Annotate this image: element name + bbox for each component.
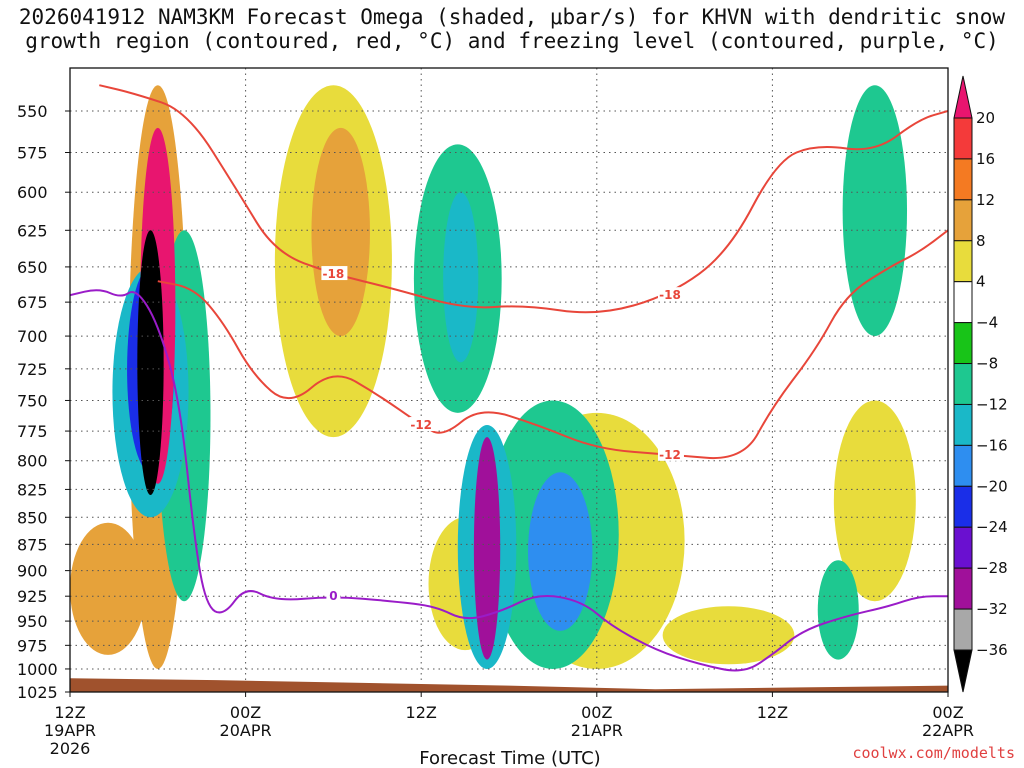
colorbar-label-11: −28 [976, 559, 1008, 577]
y-tick-label-625: 625 [17, 221, 48, 240]
y-tick-label-1000: 1000 [17, 660, 58, 679]
colorbar-band-7 [953, 363, 973, 405]
x-tick-label-60-1: 22APR [922, 721, 974, 740]
y-tick-label-675: 675 [17, 293, 48, 312]
credit-link[interactable]: coolwx.com/modelts [852, 744, 1015, 762]
colorbar-label-2: 12 [976, 191, 995, 209]
colorbar-label-0: 20 [976, 109, 995, 127]
omega-shading [70, 85, 916, 669]
isotherm-label--12-0: -12 [410, 418, 432, 432]
colorbar-band-10 [953, 485, 973, 528]
y-tick-label-850: 850 [17, 508, 48, 527]
freezing-label-bg [326, 588, 341, 603]
x-tick-label-0-1: 19APR [44, 721, 96, 740]
freezing-level-line [70, 289, 948, 672]
isotherm-label-bg [657, 287, 684, 302]
colorbar-bottom-triangle [953, 649, 973, 693]
ground-fill [70, 678, 948, 692]
colorbar-band-6 [953, 322, 973, 365]
colorbar-band-3 [953, 199, 973, 242]
y-tick-label-600: 600 [17, 183, 48, 202]
isotherm-contours: -18 -18 -12 -12 [99, 84, 948, 462]
y-tick-label-725: 725 [17, 360, 48, 379]
colorbar-label-8: −16 [976, 436, 1008, 454]
isotherm-label--12-1: -12 [659, 448, 681, 462]
colorbar-band-11 [953, 526, 973, 569]
y-tick-label-750: 750 [17, 391, 48, 410]
omega-region-lower-sink [70, 522, 147, 655]
freezing-level-label: 0 [329, 589, 337, 603]
isotherm-label-bg [657, 446, 684, 461]
omega-region-sink-right [833, 400, 916, 602]
y-tick-label-875: 875 [17, 535, 48, 554]
y-tick-label-650: 650 [17, 258, 48, 277]
isotherm--12 [157, 229, 948, 460]
colorbar: 20 16 12 8 4 −4 −8 −12 −16 −20 −24 −28 −32 −36 [953, 75, 1008, 693]
colorbar-label-6: −8 [976, 355, 998, 373]
y-tick-label-975: 975 [17, 636, 48, 655]
y-tick-label-700: 700 [17, 327, 48, 346]
colorbar-label-1: 16 [976, 150, 995, 168]
isotherm--18 [99, 84, 948, 314]
title-line-2: growth region (contoured, red, °C) and f… [25, 29, 999, 53]
colorbar-label-12: −32 [976, 600, 1008, 618]
freezing-level-contour: 0 [70, 289, 948, 672]
plot-frame [69, 67, 949, 693]
omega-region-rising-core [137, 230, 164, 496]
colorbar-band-8 [953, 403, 973, 446]
colorbar-band-4 [953, 240, 973, 283]
y-tick-label-925: 925 [17, 587, 48, 606]
omega-region-sink-low-right [662, 606, 795, 665]
colorbar-label-10: −24 [976, 518, 1008, 536]
colorbar-band-2 [953, 158, 973, 201]
x-tick-label-36-0: 00Z [581, 703, 612, 722]
colorbar-band-1 [953, 117, 973, 160]
omega-region-rising-low-core [473, 437, 501, 660]
colorbar-label-7: −12 [976, 395, 1008, 413]
omega-region-upper-sink-2 [311, 127, 370, 337]
colorbar-label-9: −20 [976, 477, 1008, 495]
x-tick-label-36-1: 21APR [571, 721, 623, 740]
y-tick-label-900: 900 [17, 562, 48, 581]
colorbar-label-3: 8 [976, 232, 986, 250]
y-tick-label-775: 775 [17, 422, 48, 441]
y-tick-label-950: 950 [17, 612, 48, 631]
omega-region-rising-upper-right [842, 85, 908, 337]
x-tick-label-60-0: 00Z [932, 703, 963, 722]
isotherm-label--18-1: -18 [659, 288, 681, 302]
colorbar-label-4: 4 [976, 273, 986, 291]
colorbar-top-triangle [953, 75, 973, 119]
y-tick-label-550: 550 [17, 102, 48, 121]
y-tick-label-825: 825 [17, 480, 48, 499]
x-tick-label-0-0: 12Z [54, 703, 85, 722]
y-tick-label-575: 575 [17, 143, 48, 162]
isotherm-label-bg [321, 266, 348, 281]
isotherm-label-bg [409, 417, 436, 432]
isotherm-label--18-0: -18 [323, 267, 345, 281]
x-tick-label-12-0: 00Z [230, 703, 261, 722]
ground-terrain [70, 678, 948, 692]
x-tick-label-0-2: 2026 [50, 739, 91, 758]
x-tick-label-48-0: 12Z [757, 703, 788, 722]
y-tick-label-1025: 1025 [17, 683, 58, 702]
omega-region-rising-low-blue [528, 472, 593, 631]
colorbar-label-13: −36 [976, 641, 1008, 659]
colorbar-band-12 [953, 567, 973, 610]
colorbar-band-5 [953, 281, 973, 324]
omega-region-rising-low-right [817, 560, 859, 660]
x-tick-label-24-0: 12Z [406, 703, 437, 722]
title-line-1: 2026041912 NAM3KM Forecast Omega (shaded… [19, 5, 1006, 29]
y-tick-label-800: 800 [17, 452, 48, 471]
omega-region-rising-mid-core [443, 192, 479, 363]
colorbar-band-9 [953, 444, 973, 487]
x-tick-label-12-1: 20APR [220, 721, 272, 740]
y-axis: 550 575 600 625 650 675 700 725 750 775 800 825 850 8… [17, 102, 70, 702]
colorbar-label-5: −4 [976, 314, 998, 332]
colorbar-band-13 [953, 608, 973, 651]
x-axis-title: Forecast Time (UTC) [419, 748, 600, 768]
